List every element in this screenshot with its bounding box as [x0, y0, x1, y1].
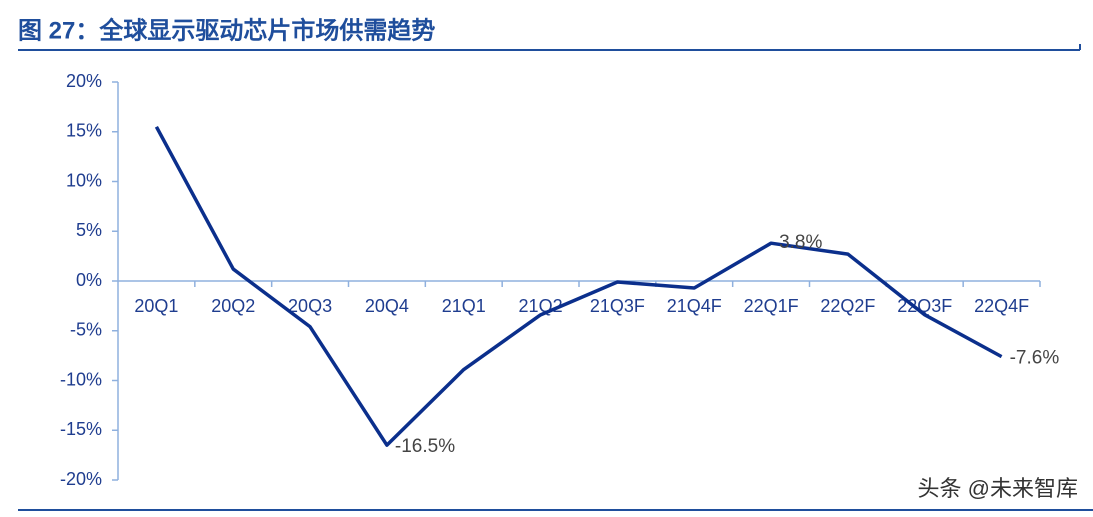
line: [154, 125, 1003, 447]
x-tick-label: 20Q3: [288, 296, 332, 316]
x-tick-label: 20Q1: [134, 296, 178, 316]
value-label: -7.6%: [1010, 348, 1060, 369]
y-tick-label: 10%: [66, 170, 102, 190]
x-tick-label: 22Q1F: [744, 296, 799, 316]
y-tick-label: 20%: [66, 71, 102, 91]
x-tick-label: 22Q3F: [897, 296, 952, 316]
x-tick-label: 21Q1: [442, 296, 486, 316]
x-tick-label: 22Q4F: [974, 296, 1029, 316]
chart-title: 图 27：全球显示驱动芯片市场供需趋势: [18, 16, 435, 44]
y-tick-label: -20%: [60, 469, 102, 489]
value-label: -16.5%: [395, 436, 455, 457]
value-label: 3.8%: [779, 232, 822, 253]
y-tick-label: -10%: [60, 369, 102, 389]
x-tick-label: 21Q3F: [590, 296, 645, 316]
x-tick-label: 20Q4: [365, 296, 409, 316]
x-tick-label: 20Q2: [211, 296, 255, 316]
x-tick-label: 22Q2F: [820, 296, 875, 316]
y-tick-label: 15%: [66, 121, 102, 141]
x-tick-label: 21Q2: [519, 296, 563, 316]
y-tick-label: 0%: [76, 270, 102, 290]
y-tick-label: 5%: [76, 220, 102, 240]
watermark: 头条 @未来智库: [918, 476, 1078, 501]
y-tick-label: -5%: [70, 320, 102, 340]
y-tick-label: -15%: [60, 419, 102, 439]
x-tick-label: 21Q4F: [667, 296, 722, 316]
